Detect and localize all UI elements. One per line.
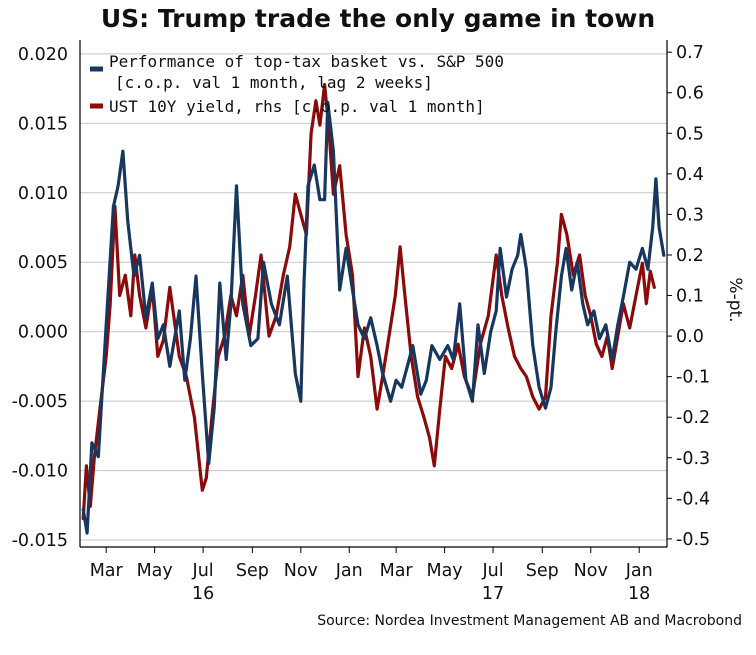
y-left-tick-label: 0.000 xyxy=(18,323,68,343)
x-year-label: 16 xyxy=(192,584,214,604)
x-tick-label: May xyxy=(426,561,462,581)
x-tick-label: Nov xyxy=(574,561,608,581)
y-left-tick-label: 0.010 xyxy=(18,184,68,204)
y-right-tick-label: -0.3 xyxy=(676,449,710,469)
y-right-tick-label: 0.1 xyxy=(676,287,704,307)
grid-layer xyxy=(80,53,667,541)
legend-label-series1-line2: [c.o.p. val 1 month, lag 2 weeks] xyxy=(115,73,433,92)
y-left-tick-label: 0.005 xyxy=(18,253,68,273)
x-tick-label: Mar xyxy=(380,561,414,581)
y-right-tick-label: 0.4 xyxy=(676,165,704,185)
series-line-2 xyxy=(81,83,656,521)
series-layer xyxy=(81,83,666,535)
y-right-tick-label: 0.7 xyxy=(676,43,704,63)
y-left-tick-label: 0.015 xyxy=(18,114,68,134)
right-axis-label: %-pt. xyxy=(725,277,745,322)
legend-layer: Performance of top-tax basket vs. S&P 50… xyxy=(90,52,504,116)
series-line-1 xyxy=(81,100,666,535)
y-right-tick-label: 0.6 xyxy=(676,84,704,104)
y-left-tick-label: 0.020 xyxy=(18,45,68,65)
x-year-label: 17 xyxy=(482,584,504,604)
x-tick-label: Mar xyxy=(90,561,124,581)
y-right-tick-label: 0.2 xyxy=(676,246,704,266)
x-tick-label: Jul xyxy=(481,561,503,581)
chart-title: US: Trump trade the only game in town xyxy=(100,4,656,33)
x-tick-label: Jan xyxy=(335,561,363,581)
y-right-tick-label: 0.0 xyxy=(676,327,704,347)
y-right-tick-label: 0.3 xyxy=(676,205,704,225)
x-tick-label: Sep xyxy=(526,561,559,581)
y-right-tick-label: -0.4 xyxy=(676,489,710,509)
y-right-tick-label: -0.1 xyxy=(676,368,710,388)
legend-label-series1: Performance of top-tax basket vs. S&P 50… xyxy=(109,52,504,71)
y-right-tick-label: -0.5 xyxy=(676,530,710,550)
legend-label-series2: UST 10Y yield, rhs [c.o.p. val 1 month] xyxy=(109,97,485,116)
x-tick-label: Sep xyxy=(236,561,269,581)
x-year-label: 18 xyxy=(628,584,650,604)
x-tick-label: Jul xyxy=(192,561,214,581)
y-left-tick-label: -0.015 xyxy=(12,531,68,551)
y-left-tick-label: -0.005 xyxy=(12,392,68,412)
y-right-tick-label: -0.2 xyxy=(676,408,710,428)
y-left-tick-label: -0.010 xyxy=(12,462,68,482)
source-note: Source: Nordea Investment Management AB … xyxy=(317,613,742,629)
axis-layer: 0.020 0.015 0.010 0.005 0.000 -0.005 -0.010 -0.… xyxy=(12,40,710,604)
y-right-tick-label: 0.5 xyxy=(676,124,704,144)
x-tick-label: Jan xyxy=(625,561,653,581)
x-tick-label: Nov xyxy=(284,561,318,581)
x-tick-label: May xyxy=(137,561,173,581)
